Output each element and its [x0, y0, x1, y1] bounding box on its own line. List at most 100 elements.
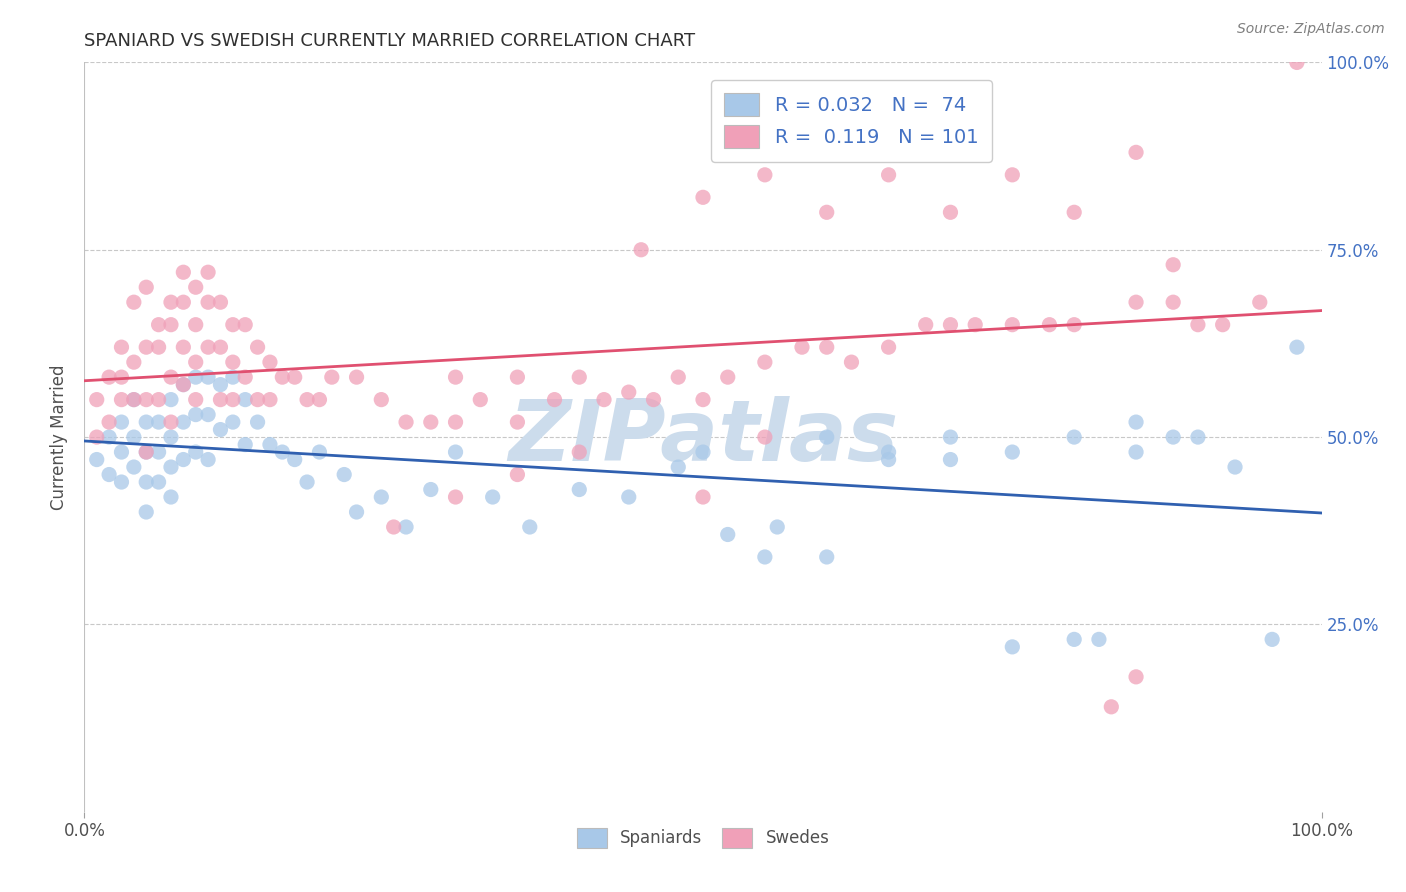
Point: [148, 340, 170, 354]
Point: [692, 190, 714, 204]
Point: [617, 385, 640, 400]
Point: [184, 318, 207, 332]
Point: [233, 370, 256, 384]
Point: [135, 280, 157, 294]
Point: [172, 265, 194, 279]
Point: [568, 483, 591, 497]
Point: [122, 430, 145, 444]
Point: [98, 415, 121, 429]
Point: [877, 452, 900, 467]
Point: [666, 460, 689, 475]
Point: [382, 520, 405, 534]
Point: [754, 549, 776, 564]
Point: [172, 452, 194, 467]
Point: [209, 295, 232, 310]
Point: [135, 505, 157, 519]
Point: [184, 445, 207, 459]
Point: [877, 168, 900, 182]
Point: [86, 430, 108, 444]
Point: [1063, 632, 1085, 647]
Point: [197, 408, 219, 422]
Point: [1063, 430, 1085, 444]
Point: [1261, 632, 1284, 647]
Point: [1001, 318, 1024, 332]
Point: [246, 392, 269, 407]
Point: [444, 415, 467, 429]
Point: [1161, 430, 1184, 444]
Point: [295, 392, 318, 407]
Point: [1125, 415, 1147, 429]
Y-axis label: Currently Married: Currently Married: [51, 364, 69, 510]
Point: [160, 295, 183, 310]
Point: [110, 392, 132, 407]
Point: [122, 392, 145, 407]
Point: [692, 445, 714, 459]
Point: [643, 392, 665, 407]
Point: [148, 392, 170, 407]
Point: [1285, 55, 1308, 70]
Point: [1285, 340, 1308, 354]
Point: [197, 295, 219, 310]
Point: [1161, 258, 1184, 272]
Point: [271, 445, 294, 459]
Point: [939, 205, 962, 219]
Point: [284, 370, 307, 384]
Point: [172, 340, 194, 354]
Point: [815, 430, 838, 444]
Point: [259, 355, 281, 369]
Point: [444, 370, 467, 384]
Point: [110, 415, 132, 429]
Point: [914, 318, 936, 332]
Point: [122, 355, 145, 369]
Point: [110, 475, 132, 489]
Point: [1088, 632, 1111, 647]
Point: [209, 423, 232, 437]
Point: [766, 520, 789, 534]
Point: [692, 490, 714, 504]
Point: [815, 205, 838, 219]
Point: [346, 370, 368, 384]
Point: [184, 280, 207, 294]
Point: [877, 340, 900, 354]
Point: [333, 467, 356, 482]
Point: [160, 490, 183, 504]
Point: [98, 467, 121, 482]
Point: [148, 445, 170, 459]
Point: [197, 370, 219, 384]
Point: [209, 340, 232, 354]
Point: [790, 340, 813, 354]
Point: [841, 355, 863, 369]
Point: [197, 265, 219, 279]
Point: [395, 520, 418, 534]
Point: [506, 370, 529, 384]
Point: [160, 415, 183, 429]
Point: [1187, 318, 1209, 332]
Point: [160, 392, 183, 407]
Point: [965, 318, 987, 332]
Point: [184, 370, 207, 384]
Point: [1161, 295, 1184, 310]
Point: [543, 392, 565, 407]
Point: [1001, 168, 1024, 182]
Legend: Spaniards, Swedes: Spaniards, Swedes: [568, 820, 838, 855]
Point: [939, 318, 962, 332]
Point: [1223, 460, 1246, 475]
Point: [148, 318, 170, 332]
Point: [259, 392, 281, 407]
Point: [148, 475, 170, 489]
Point: [419, 415, 441, 429]
Point: [470, 392, 492, 407]
Point: [135, 445, 157, 459]
Point: [197, 452, 219, 467]
Point: [1125, 670, 1147, 684]
Point: [717, 527, 740, 541]
Point: [754, 168, 776, 182]
Point: [209, 377, 232, 392]
Point: [815, 549, 838, 564]
Point: [160, 370, 183, 384]
Point: [481, 490, 503, 504]
Point: [1125, 145, 1147, 160]
Point: [233, 392, 256, 407]
Point: [135, 392, 157, 407]
Point: [939, 452, 962, 467]
